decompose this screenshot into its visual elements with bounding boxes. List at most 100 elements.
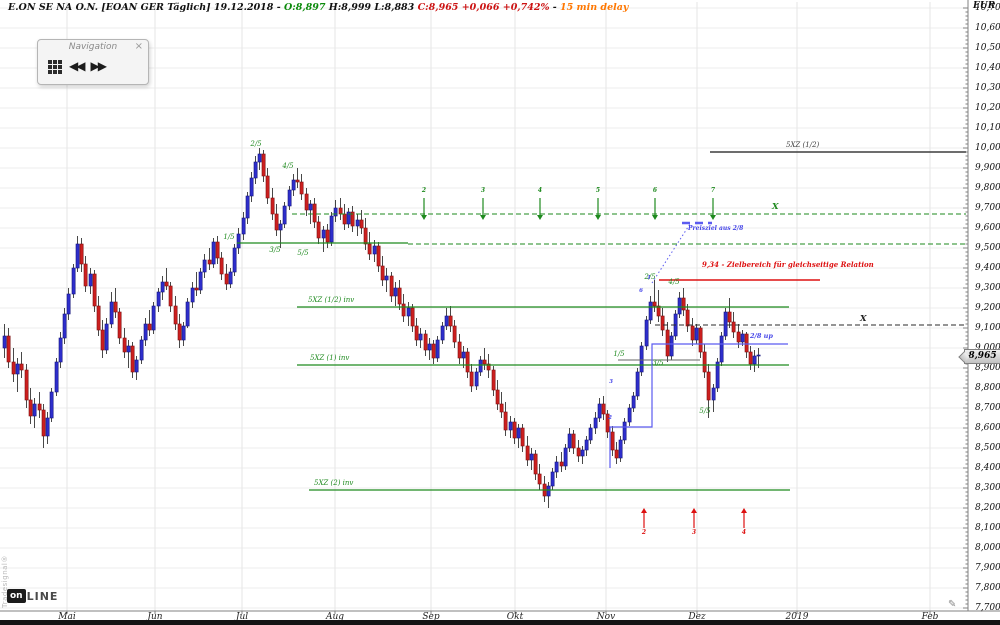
price-axis-label: 10,100 xyxy=(975,123,1000,133)
price-axis-label: 8,300 xyxy=(975,483,1000,493)
annotation-label: 5/5 xyxy=(297,249,309,257)
time-axis-label: Aug xyxy=(325,612,345,622)
annotation-label: 1 xyxy=(647,275,651,281)
level-lines-layer xyxy=(237,151,966,491)
annotation-label: 5XZ (2) inv xyxy=(314,479,354,487)
price-axis-label: 10,400 xyxy=(975,63,1000,73)
price-axis-label: 8,900 xyxy=(975,363,1000,373)
annotation-label: 2 xyxy=(608,415,612,421)
title-segment: O:8,897 xyxy=(283,2,326,13)
tradesignal-logo-line: line xyxy=(26,589,59,603)
price-axis-label: 8,400 xyxy=(975,463,1000,473)
annotation-label: Preisziel aus 2/8 xyxy=(688,225,744,232)
chart-title-bar: E.ON SE NA O.N. [EOAN GER Täglich] 19.12… xyxy=(8,2,628,13)
pencil-icon[interactable]: ✎ xyxy=(948,599,957,610)
price-axis-label: 8,500 xyxy=(975,443,1000,453)
price-axis-label: 8,000 xyxy=(975,543,1000,553)
tradesignal-logo-on: on xyxy=(7,589,26,603)
price-axis-label: 10,000 xyxy=(975,143,1000,153)
navigation-panel-header: Navigation × xyxy=(38,40,148,55)
price-axis-label: 8,600 xyxy=(975,423,1000,433)
annotation-label: 9,34 - Zielbereich für gleichseitige Rel… xyxy=(702,260,874,269)
annotation-label: 2/5 xyxy=(250,140,262,148)
time-axis-label: Dez xyxy=(688,612,706,622)
fast-forward-icon: ▶▶ xyxy=(90,59,107,73)
annotation-label: 5XZ (1/2) xyxy=(786,141,820,149)
annotation-label: 3/5 xyxy=(652,359,664,367)
time-axis-label: Jun xyxy=(147,612,163,622)
green-arrow-label: 2 xyxy=(421,187,427,194)
price-axis-label: 9,000 xyxy=(975,343,1000,353)
step-back-button[interactable]: ◀◀ xyxy=(69,58,86,74)
price-axis-label: 10,700 xyxy=(975,3,1000,13)
time-axis-label: 2019 xyxy=(785,612,809,622)
grid-icon xyxy=(48,59,62,74)
step-forward-button[interactable]: ▶▶ xyxy=(90,58,107,74)
price-axis-label: 9,600 xyxy=(975,223,1000,233)
annotation-label: 5/5 xyxy=(699,407,711,415)
time-axis-label: Nov xyxy=(596,612,616,622)
annotation-label: 4/5 xyxy=(668,278,680,286)
price-axis-label: 8,700 xyxy=(975,403,1000,413)
arrows-layer xyxy=(421,198,747,528)
price-axis-label: 8,200 xyxy=(975,503,1000,513)
annotation-label: 6 xyxy=(639,288,643,294)
annotation-label: 3 xyxy=(609,379,613,385)
annotation-label: 2/8 up xyxy=(750,332,773,340)
gridlines-layer xyxy=(0,2,968,611)
time-axis-label: Jul xyxy=(235,612,249,622)
red-arrow-label: 4 xyxy=(741,529,747,536)
green-arrow-label: 3 xyxy=(480,187,486,194)
price-axis-label: 7,800 xyxy=(975,583,1000,593)
annotation-label: 1/5 xyxy=(613,350,625,358)
price-axis-label: 10,300 xyxy=(975,83,1000,93)
price-axis-label: 9,900 xyxy=(975,163,1000,173)
price-axis-label: 9,500 xyxy=(975,243,1000,253)
price-axis-label: 9,400 xyxy=(975,263,1000,273)
annotation-label: 5XZ (1/2) inv xyxy=(308,296,355,304)
title-segment: H:8,999 L:8,883 xyxy=(325,2,418,13)
time-axis-label: Sep xyxy=(422,612,440,622)
price-axis-label: 10,600 xyxy=(975,23,1000,33)
title-segment: - xyxy=(549,2,561,13)
red-arrow-label: 3 xyxy=(691,529,697,536)
price-axis-label: 7,900 xyxy=(975,563,1000,573)
green-arrow-label: 5 xyxy=(595,187,601,194)
candlestick-series xyxy=(2,148,761,508)
navigation-panel: Navigation × ◀◀ ▶▶ xyxy=(37,39,149,85)
annotation-label: 1/5 xyxy=(223,233,235,241)
price-axis-label: 9,700 xyxy=(975,203,1000,213)
bottom-border-bar xyxy=(0,620,1000,625)
green-arrow-label: 6 xyxy=(652,187,658,194)
title-segment: C:8,965 +0,066 +0,742% xyxy=(417,2,550,13)
close-icon[interactable]: × xyxy=(134,41,143,52)
grid-view-button[interactable] xyxy=(48,59,62,74)
price-axis-label: 7,700 xyxy=(975,603,1000,613)
red-arrow-label: 2 xyxy=(641,529,647,536)
tradesignal-logo: on line xyxy=(7,589,58,603)
title-segment: 15 min delay xyxy=(560,2,629,13)
time-axis-label: Mai xyxy=(58,612,76,622)
price-axis-label: 8,800 xyxy=(975,383,1000,393)
price-axis-label: 9,300 xyxy=(975,283,1000,293)
annotation-label: 2/5 xyxy=(644,273,656,281)
price-axis-label: 10,500 xyxy=(975,43,1000,53)
annotation-label: X xyxy=(860,314,867,324)
currency-unit-label: EUR xyxy=(973,1,996,11)
blue-overlay-layer xyxy=(609,221,788,468)
green-arrow-label: 7 xyxy=(710,187,716,194)
price-axis-label: 9,100 xyxy=(975,323,1000,333)
price-axis-label: 8,100 xyxy=(975,523,1000,533)
annotation-label: 3/5 xyxy=(269,246,281,254)
navigation-buttons: ◀◀ ▶▶ xyxy=(38,55,148,74)
time-axis-label: Feb xyxy=(921,612,939,622)
annotation-label: X xyxy=(772,202,779,212)
title-segment: E.ON SE NA O.N. [EOAN GER Täglich] 19.12… xyxy=(8,2,284,13)
time-axis-label: Okt xyxy=(506,612,524,622)
annotation-label: 4/5 xyxy=(282,162,294,170)
price-axis-label: 9,800 xyxy=(975,183,1000,193)
navigation-title: Navigation xyxy=(68,42,118,52)
